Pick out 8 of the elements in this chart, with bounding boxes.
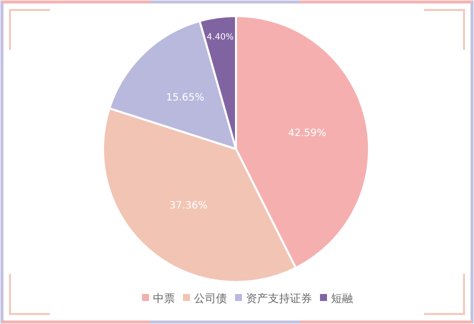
legend-label: 资产支持证券 [246,292,312,305]
legend-label: 中票 [153,292,175,305]
data-label: 42.59% [288,128,326,140]
legend-label: 公司债 [194,292,227,305]
legend-label: 短融 [331,292,353,305]
data-label: 37.36% [169,200,208,212]
data-label: 4.40% [206,32,234,43]
data-label: 15.65% [166,92,204,104]
